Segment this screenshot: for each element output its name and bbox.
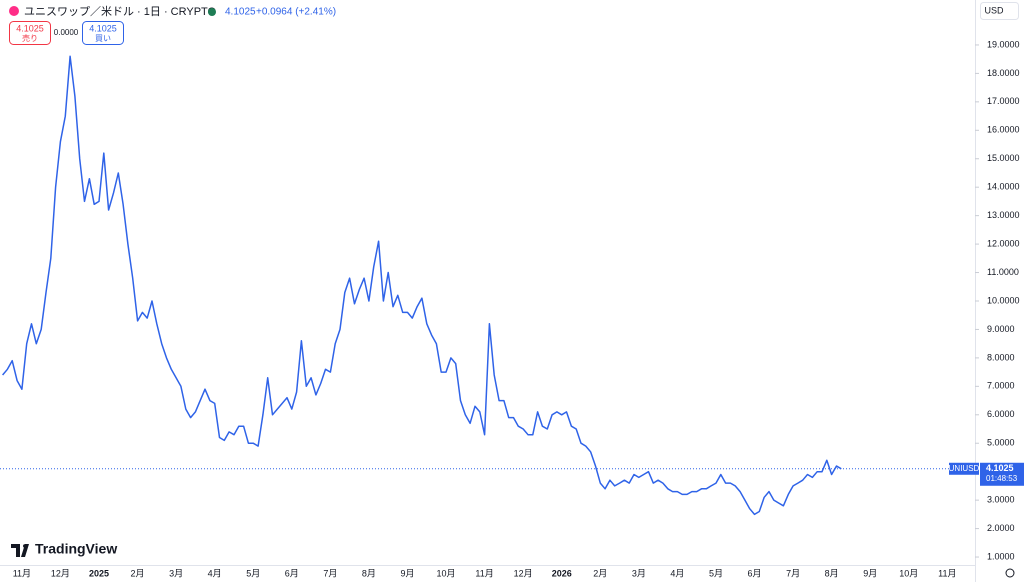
logo: TradingView bbox=[11, 541, 117, 557]
x-tick-label: 2月 bbox=[131, 568, 145, 578]
y-tick-label: 13.0000 bbox=[987, 210, 1020, 220]
buy-button[interactable] bbox=[82, 21, 124, 45]
price-tag bbox=[980, 462, 1024, 486]
x-tick-label: 10月 bbox=[437, 568, 456, 578]
y-tick-label: 14.0000 bbox=[987, 182, 1020, 192]
x-tick-label: 2025 bbox=[89, 568, 109, 578]
buy-price: 4.1025 bbox=[89, 23, 117, 33]
y-tick-label: 9.0000 bbox=[987, 324, 1015, 334]
sell-label: 売り bbox=[22, 33, 38, 43]
y-tick-label: 1.0000 bbox=[987, 551, 1015, 561]
sell-price: 4.1025 bbox=[16, 23, 44, 33]
x-tick-label: 12月 bbox=[51, 568, 70, 578]
y-tick-label: 10.0000 bbox=[987, 295, 1020, 305]
x-tick-label: 5月 bbox=[246, 568, 260, 578]
x-tick-label: 3月 bbox=[169, 568, 183, 578]
buy-label: 買い bbox=[95, 34, 111, 43]
logo-text: TradingView bbox=[35, 541, 117, 557]
y-tick-label: 2.0000 bbox=[987, 523, 1015, 533]
x-tick-label: 6月 bbox=[748, 568, 762, 578]
y-tick-label: 6.0000 bbox=[987, 409, 1015, 419]
x-tick-label: 4月 bbox=[670, 568, 684, 578]
x-tick-label: 5月 bbox=[709, 568, 723, 578]
x-tick-label: 6月 bbox=[285, 568, 299, 578]
price-change: +0.0964 (+2.41%) bbox=[256, 7, 336, 18]
symbol-icon bbox=[9, 6, 19, 16]
y-tick-label: 17.0000 bbox=[987, 96, 1020, 106]
x-tick-label: 10月 bbox=[899, 568, 918, 578]
x-tick-label: 11月 bbox=[13, 568, 31, 578]
x-tick-label: 11月 bbox=[938, 568, 956, 578]
x-tick-label: 2月 bbox=[593, 568, 607, 578]
y-tick-label: 19.0000 bbox=[987, 39, 1020, 49]
x-tick-label: 3月 bbox=[632, 568, 646, 578]
y-tick-label: 11.0000 bbox=[987, 267, 1019, 277]
x-tick-label: 4月 bbox=[208, 568, 222, 578]
symbol-tag-text: UNIUSD bbox=[949, 464, 980, 473]
sell-button[interactable] bbox=[9, 21, 51, 45]
logo-mark bbox=[11, 544, 29, 557]
x-tick-label: 7月 bbox=[323, 568, 337, 578]
y-tick-label: 18.0000 bbox=[987, 68, 1020, 78]
x-tick-label: 12月 bbox=[514, 568, 533, 578]
countdown: 01:48:53 bbox=[986, 474, 1018, 483]
x-tick-label: 8月 bbox=[362, 568, 376, 578]
y-tick-label: 5.0000 bbox=[987, 438, 1015, 448]
y-tick-label: 15.0000 bbox=[987, 153, 1020, 163]
x-tick-label: 2026 bbox=[552, 568, 572, 578]
price-line bbox=[2, 55, 842, 516]
x-tick-label: 9月 bbox=[863, 568, 877, 578]
currency-button[interactable] bbox=[980, 2, 1019, 20]
x-tick-label: 7月 bbox=[786, 568, 800, 578]
y-tick-label: 7.0000 bbox=[987, 381, 1015, 391]
market-status bbox=[208, 8, 216, 16]
y-tick-label: 8.0000 bbox=[987, 352, 1015, 362]
x-tick-label: 8月 bbox=[825, 568, 839, 578]
y-tick-label: 16.0000 bbox=[987, 125, 1020, 135]
y-tick-label: 3.0000 bbox=[987, 495, 1015, 505]
symbol-title[interactable]: ユニスワップ／米ドル · 1日 · CRYPTO bbox=[24, 5, 217, 18]
settings-icon[interactable] bbox=[1005, 568, 1015, 578]
spread: 0.0000 bbox=[54, 28, 79, 37]
y-tick-label: 12.0000 bbox=[987, 238, 1020, 248]
x-tick-label: 11月 bbox=[475, 568, 493, 578]
price-tag-text: 4.1025 bbox=[986, 463, 1014, 473]
last-price: 4.1025 bbox=[225, 7, 256, 18]
currency: USD bbox=[984, 5, 1004, 15]
x-tick-label: 9月 bbox=[400, 568, 414, 578]
symbol-tag bbox=[949, 462, 979, 475]
